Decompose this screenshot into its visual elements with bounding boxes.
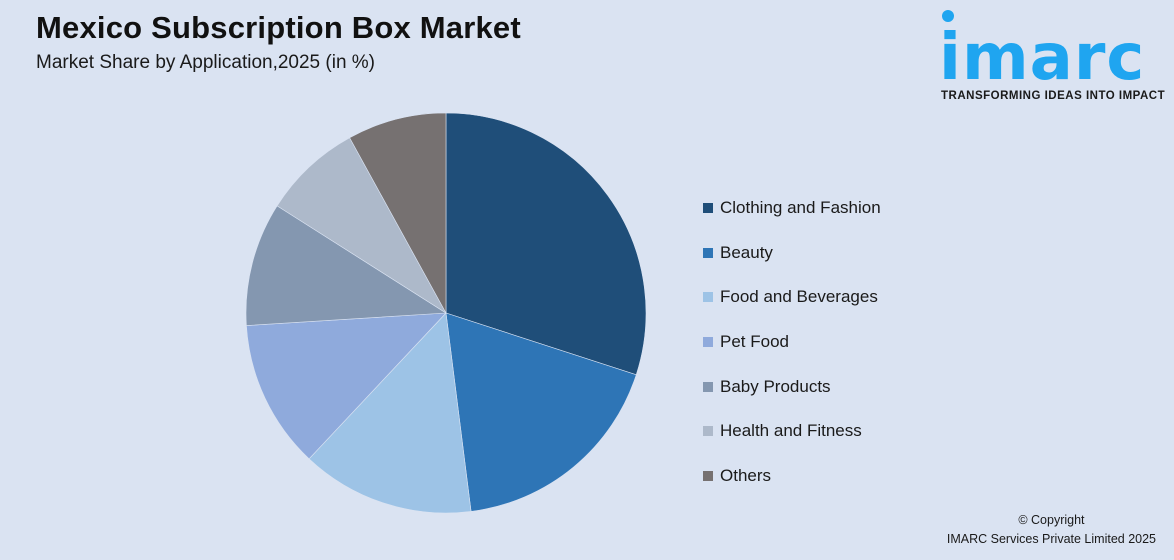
legend-item: Health and Fitness xyxy=(703,409,881,454)
copyright-notice: © Copyright IMARC Services Private Limit… xyxy=(947,511,1156,549)
legend-swatch-icon xyxy=(703,203,713,214)
legend-label: Others xyxy=(720,465,772,485)
legend-label: Baby Products xyxy=(720,376,831,396)
legend-item: Others xyxy=(703,454,881,499)
pie-chart xyxy=(246,113,646,513)
legend-item: Baby Products xyxy=(703,364,881,409)
logo-dot-icon xyxy=(942,10,954,22)
legend-item: Pet Food xyxy=(703,320,881,365)
chart-legend: Clothing and Fashion Beauty Food and Bever… xyxy=(703,186,881,498)
legend-label: Pet Food xyxy=(720,332,789,352)
legend-label: Beauty xyxy=(720,242,773,262)
legend-label: Health and Fitness xyxy=(720,421,862,441)
legend-swatch-icon xyxy=(703,337,713,348)
pie-slice-food-and-beverages xyxy=(308,312,472,513)
copyright-line-1: © Copyright xyxy=(1018,513,1085,527)
pie-slice-health-and-fitness xyxy=(276,137,447,314)
legend-item: Beauty xyxy=(703,231,881,276)
legend-item: Clothing and Fashion xyxy=(703,186,881,231)
copyright-line-2: IMARC Services Private Limited 2025 xyxy=(946,532,1156,546)
legend-swatch-icon xyxy=(703,470,713,481)
pie-slice-clothing-and-fashion xyxy=(445,113,646,376)
chart-title: Mexico Subscription Box Market xyxy=(36,10,521,45)
legend-swatch-icon xyxy=(703,426,713,437)
logo-tagline: TRANSFORMING IDEAS INTO IMPACT xyxy=(941,90,1166,102)
legend-item: Food and Beverages xyxy=(703,275,881,320)
pie-slice-pet-food xyxy=(246,312,447,460)
legend-swatch-icon xyxy=(703,292,713,303)
chart-subtitle: Market Share by Application,2025 (in %) xyxy=(36,52,376,73)
pie-slice-beauty xyxy=(445,312,637,512)
logo-wordmark: imarc xyxy=(939,21,1146,95)
pie-slice-others xyxy=(349,113,447,314)
legend-label: Clothing and Fashion xyxy=(720,198,881,218)
legend-label: Food and Beverages xyxy=(720,287,878,307)
legend-swatch-icon xyxy=(703,381,713,392)
imarc-logo: imarc TRANSFORMING IDEAS INTO IMPACT xyxy=(935,6,1167,106)
legend-swatch-icon xyxy=(703,247,713,258)
pie-slice-baby-products xyxy=(246,205,447,326)
